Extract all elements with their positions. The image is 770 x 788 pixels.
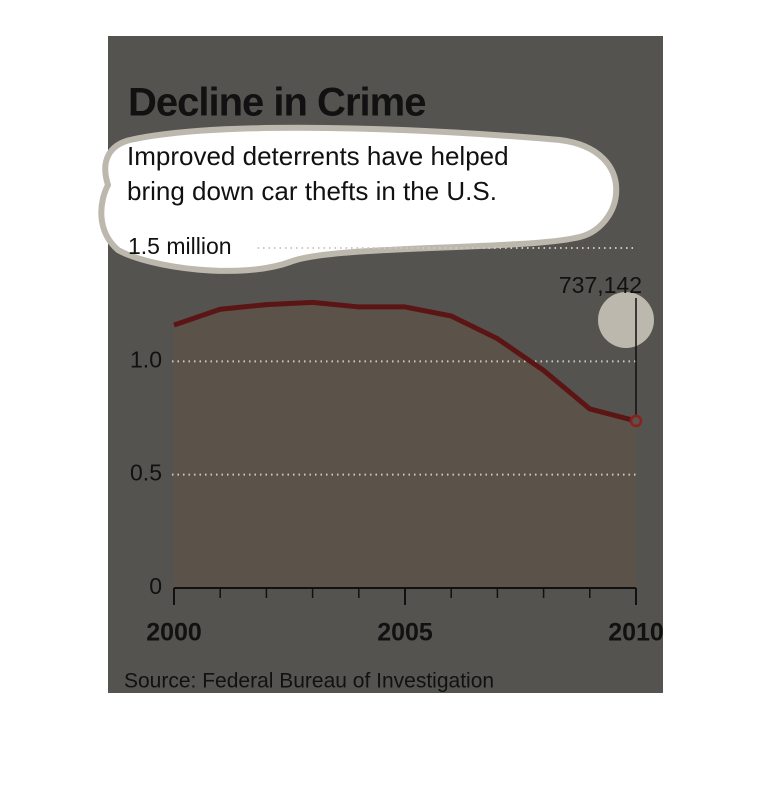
y-tick-label: 0.5 [130,460,162,486]
y-tick-label: 1.0 [130,346,162,372]
chart-title: Decline in Crime [128,81,425,125]
highlight-blob [98,124,620,274]
x-tick-label: 2000 [146,619,202,647]
value-label: 737,142 [559,272,642,298]
source: Source: Federal Bureau of Investigation [124,670,494,693]
point [629,414,643,428]
subtitle-line: bring down car thefts in the U.S. [127,176,497,206]
highlight-dot [598,292,654,348]
x-tick-label: 2005 [377,619,433,647]
subtitle-line: Improved deterrents have helped [127,141,509,171]
y-tick-label: 0 [149,573,162,599]
y-tick-label: 1.5 million [128,233,232,259]
line [173,299,637,424]
x-tick-label: 2010 [608,619,664,647]
area [174,302,636,588]
